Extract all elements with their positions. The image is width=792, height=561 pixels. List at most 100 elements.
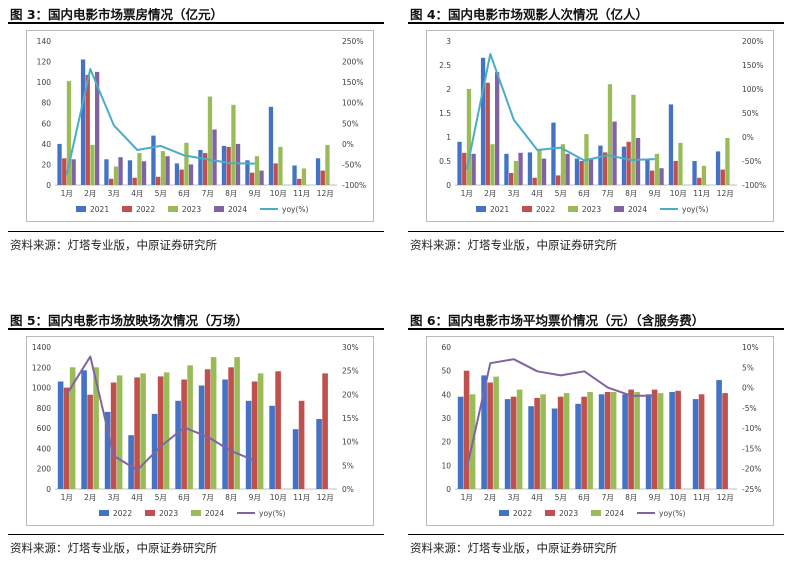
- x-tick-label: 9月: [249, 189, 261, 198]
- chart-title: 图 3：国内电影市场票房情况（亿元）: [10, 7, 224, 22]
- bar-2023: [278, 146, 283, 185]
- bar-2024: [188, 164, 194, 185]
- bar-2022: [650, 170, 655, 185]
- y-left-tick-label: 800: [37, 404, 52, 413]
- x-tick-label: 7月: [202, 189, 214, 198]
- chart-frame: 0 10 20 30 40 50 60 -25% -20% -15% -10% -5% 0% 5% 10% 1…: [426, 336, 774, 526]
- x-tick-label: 4月: [531, 493, 543, 502]
- bar-2024: [118, 157, 123, 185]
- y-right-tick-label: 50%: [342, 119, 359, 128]
- bar-2022: [297, 178, 302, 185]
- bar-2021: [668, 104, 674, 185]
- bar-2021: [457, 141, 462, 185]
- y-left-tick-label: 60: [441, 343, 451, 352]
- bar-2023: [698, 394, 705, 489]
- bar-2021: [221, 145, 227, 185]
- x-tick-label: 4月: [131, 189, 143, 198]
- y-left-tick-label: 200: [37, 465, 52, 474]
- legend-label: 2021: [490, 205, 509, 214]
- y-left-tick-label: 3: [446, 37, 451, 46]
- bar-2023: [604, 392, 611, 489]
- legend-label: 2024: [628, 205, 647, 214]
- bar-2024: [235, 143, 241, 185]
- bar-2024: [659, 168, 664, 185]
- x-tick-label: 5月: [555, 189, 567, 198]
- bar-2023: [184, 142, 189, 185]
- bar-2023: [651, 389, 658, 489]
- y-left-tick-label: 1.5: [439, 109, 451, 118]
- x-tick-label: 5月: [555, 493, 567, 502]
- y-right-tick-label: -10%: [742, 424, 761, 433]
- x-tick-label: 3月: [108, 493, 120, 502]
- y-left-tick-label: 2.5: [439, 61, 451, 70]
- y-right-tick-label: 0%: [342, 485, 354, 494]
- bar-2023: [325, 144, 330, 185]
- bar-2023: [137, 153, 142, 185]
- x-tick-label: 7月: [602, 493, 614, 502]
- line-yoy: [65, 68, 255, 175]
- y-right-tick-label: 10%: [342, 438, 359, 447]
- bar-2024: [93, 367, 99, 489]
- y-right-tick-label: 50%: [742, 109, 759, 118]
- line-yoy: [465, 53, 655, 170]
- bar-2022: [81, 370, 87, 489]
- bar-2022: [273, 163, 278, 185]
- bar-2024: [635, 138, 641, 185]
- y-left-tick-label: 120: [37, 58, 52, 67]
- bar-2024: [588, 158, 594, 185]
- y-right-tick-label: -25%: [742, 485, 761, 494]
- bar-2021: [104, 159, 109, 185]
- bar-2023: [628, 389, 634, 489]
- y-left-tick-label: 20: [41, 160, 51, 169]
- bar-2022: [579, 161, 584, 185]
- y-right-tick-label: -100%: [342, 181, 366, 190]
- bar-2022: [626, 141, 631, 185]
- y-right-tick-label: 20%: [342, 390, 359, 399]
- y-left-tick-label: 1200: [32, 363, 51, 372]
- bar-2022: [504, 399, 511, 489]
- bar-2024: [163, 372, 170, 489]
- x-tick-label: 6月: [178, 189, 190, 198]
- y-left-tick-label: 80: [41, 99, 51, 108]
- bar-2024: [69, 367, 76, 489]
- y-right-tick-label: -50%: [342, 160, 361, 169]
- chart-panel-admissions: 图 4：国内电影市场观影人次情况（亿人） 0 0.5 1 1.5 2 2.5 3 -100% -…: [408, 2, 784, 260]
- bar-2022: [203, 153, 208, 185]
- x-tick-label: 1月: [61, 189, 73, 198]
- chart-title: 图 5：国内电影市场放映场次情况（万场）: [10, 313, 249, 328]
- y-left-tick-label: 60: [41, 119, 51, 128]
- x-tick-label: 12月: [317, 189, 334, 198]
- bar-2021: [268, 106, 274, 185]
- legend-swatch: [214, 206, 224, 212]
- bar-2023: [66, 81, 72, 185]
- x-tick-label: 12月: [717, 493, 734, 502]
- bar-2021: [151, 135, 156, 185]
- source-note: 资料来源：灯塔专业版，中原证券研究所: [10, 238, 217, 252]
- y-right-tick-label: 0%: [742, 384, 754, 393]
- x-tick-label: 10月: [670, 493, 687, 502]
- y-left-tick-label: 400: [37, 444, 52, 453]
- bar-2021: [692, 161, 697, 185]
- legend-swatch: [122, 206, 132, 212]
- source-note: 资料来源：灯塔专业版，中原证券研究所: [10, 541, 217, 555]
- title-rule: [8, 328, 384, 330]
- x-tick-label: 9月: [649, 189, 661, 198]
- bar-2022: [104, 411, 111, 489]
- y-right-tick-label: 25%: [342, 367, 359, 376]
- bar-2023: [134, 377, 140, 489]
- bar-2021: [621, 146, 627, 185]
- bar-2024: [516, 389, 523, 489]
- y-left-tick-label: 40: [41, 140, 51, 149]
- bar-2022: [457, 396, 464, 489]
- bar-2023: [251, 381, 258, 489]
- legend-label: yoy(%): [682, 205, 709, 214]
- bar-2022: [250, 172, 255, 185]
- y-right-tick-label: 200%: [342, 58, 363, 67]
- bar-2024: [610, 392, 617, 489]
- bar-2023: [701, 165, 707, 185]
- bar-2023: [231, 104, 236, 185]
- y-right-tick-label: 30%: [342, 343, 359, 352]
- source-rule: [408, 534, 784, 535]
- bar-2022: [109, 178, 114, 185]
- bar-2021: [174, 163, 180, 185]
